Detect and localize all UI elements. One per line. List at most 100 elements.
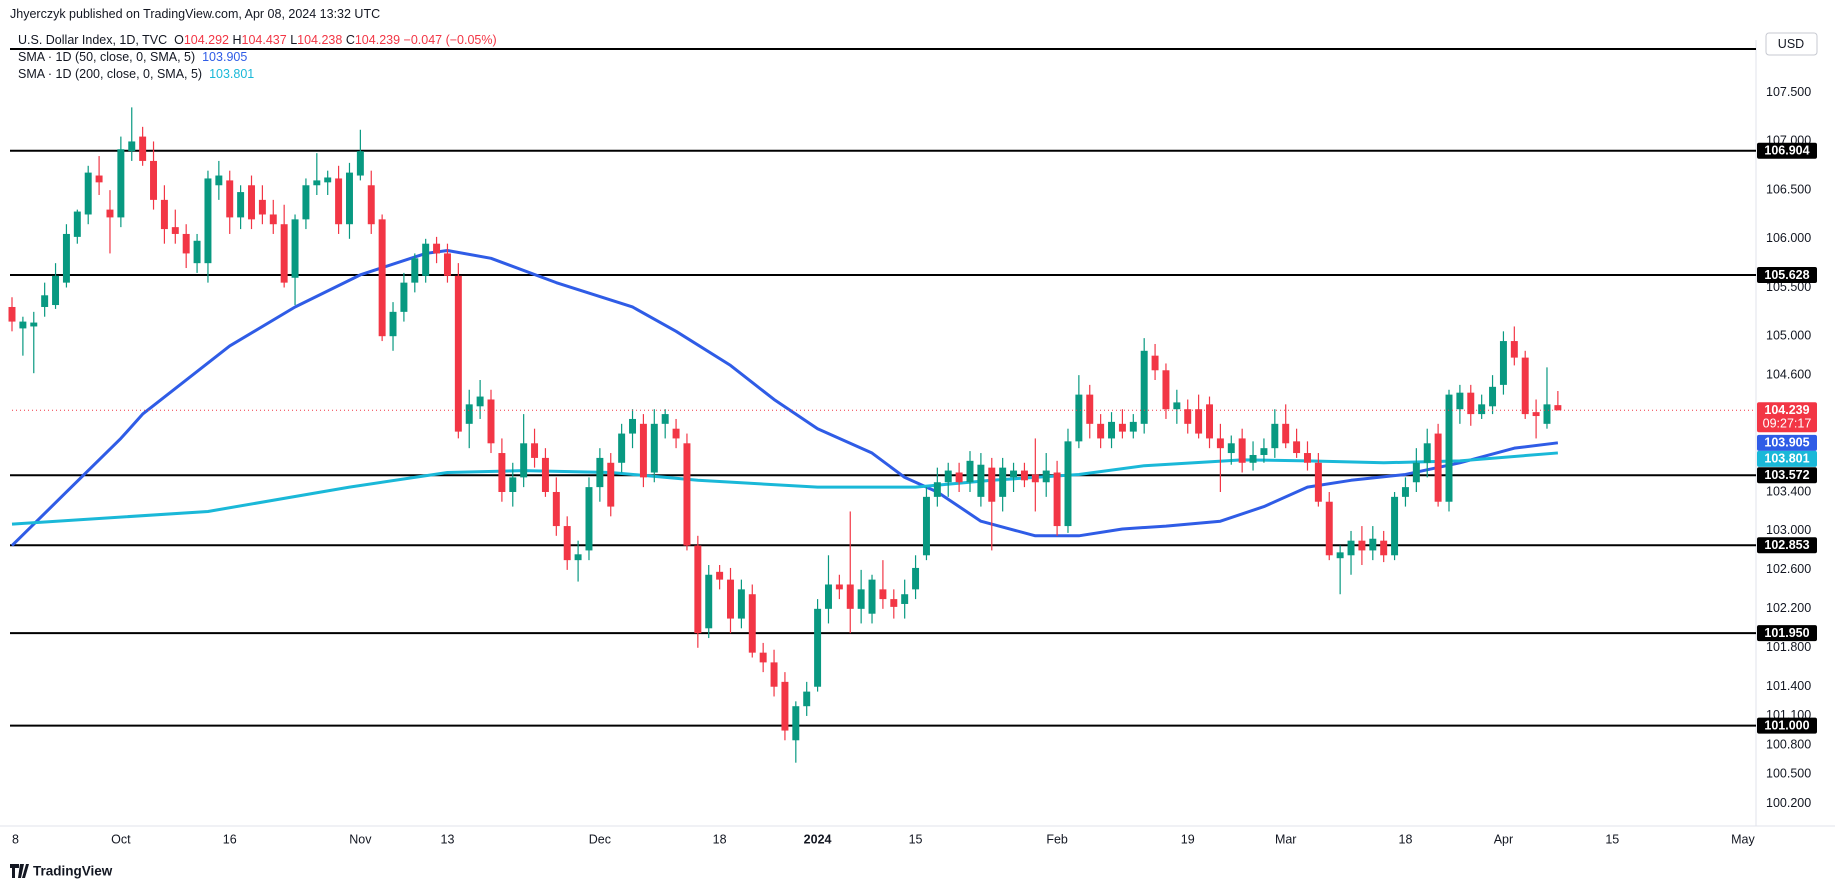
candle-body [531,443,539,458]
candle-body [509,477,517,492]
currency-box[interactable] [1765,32,1818,56]
y-tick-label: 105.000 [1766,328,1811,342]
candle-body [999,467,1007,497]
sma-line [10,249,1559,547]
candle-body [498,453,506,492]
x-tick-label: 15 [1605,832,1619,846]
candle-body [269,214,277,225]
sma-line [11,451,1558,526]
candle-body [95,175,103,183]
y-tick-label: 106.500 [1766,182,1811,196]
candle-body [596,457,604,488]
candle-body [912,567,920,590]
candle-body [879,589,887,600]
candle-body [433,243,441,254]
x-tick-label: 13 [441,832,455,846]
candle-body [1020,470,1028,481]
x-tick-label: Nov [349,832,372,846]
sma-label: 103.905 [1764,436,1809,450]
candle-body [1238,438,1246,463]
candle-body [650,423,658,473]
currency[interactable]: USD [1778,37,1804,51]
x-tick-label: May [1731,832,1755,846]
legend-name: SMA · 1D (200, close, 0, SMA, 5) [18,67,203,81]
candle-body [814,608,822,687]
candle-body [781,681,789,731]
candle-body [356,151,364,176]
candle-body [1543,404,1551,424]
x-tick-label: 15 [909,832,923,846]
candle-body [1162,370,1170,410]
candle-body [160,199,168,230]
ohlc-letter: O [174,33,184,47]
ohlc-low: 104.238 [297,33,343,47]
candle-body [1499,341,1507,385]
level-label-box [1757,467,1817,484]
level-label: 101.950 [1764,626,1809,640]
y-tick-label: 100.800 [1766,737,1811,751]
legend-sma200: SMA · 1D (200, close, 0, SMA, 5) 103.801 [18,67,254,81]
candle-body [1369,538,1377,551]
candle-body [30,322,38,327]
candle-body [1412,462,1420,483]
candle-body [1445,394,1453,502]
candle-body [1010,470,1018,478]
x-tick-label: Apr [1494,832,1513,846]
candle-body [204,178,212,264]
x-tick-label: 18 [1399,832,1413,846]
ohlc-open: 104.292 [183,33,230,47]
level-label: 105.628 [1764,268,1809,282]
candle-body [465,404,473,424]
legend-sma50: SMA · 1D (50, close, 0, SMA, 5) 103.905 [18,50,247,64]
candle-body [1521,357,1529,415]
level-label: 101.000 [1764,718,1809,732]
legend-value: 103.801 [209,67,255,81]
candle-body [237,192,245,218]
candle-body [324,177,332,183]
candle-body [1456,392,1464,410]
x-tick-label: 2024 [804,832,832,846]
candle-body [737,589,745,619]
candle-body [759,652,767,663]
candle-body [1097,423,1105,439]
candle-body [1129,421,1137,432]
candle-body [890,599,898,607]
y-tick-label: 102.600 [1766,562,1811,576]
candle-body [1532,412,1540,417]
candle-body [988,467,996,502]
candle-body [193,240,201,264]
y-tick-label: 105.500 [1766,280,1811,294]
legend-value: 103.905 [202,50,248,64]
level-label-box [1757,537,1817,554]
candle-body [716,571,724,580]
candle-body [1293,441,1301,454]
candle-body [1391,496,1399,556]
candle-body [1303,453,1311,463]
y-tick-label: 101.400 [1766,679,1811,693]
candle-body [1423,443,1431,463]
y-tick-label: 104.600 [1766,367,1811,381]
price-label-box [1757,402,1817,433]
x-tick-label: 18 [713,832,727,846]
candle-body [139,136,147,161]
y-tick-label: 106.000 [1766,231,1811,245]
candle-body [215,175,223,186]
candle-body [1401,487,1409,497]
level-label-box [1757,267,1817,284]
candle-body [683,443,691,546]
candle-body [1314,462,1322,502]
candle-body [541,457,549,492]
candle-body [1042,470,1050,483]
candle-body [694,545,702,634]
price-label: 104.239 [1764,403,1809,417]
candle-body [378,219,386,337]
candle-body [792,706,800,741]
candle-body [150,160,158,200]
candle-body [1347,540,1355,556]
candle-body [1053,472,1061,527]
candle-body [367,185,375,225]
candle-body [106,209,114,218]
level-label: 103.572 [1764,468,1809,482]
candle-body [454,275,462,432]
candle-body [422,243,430,276]
